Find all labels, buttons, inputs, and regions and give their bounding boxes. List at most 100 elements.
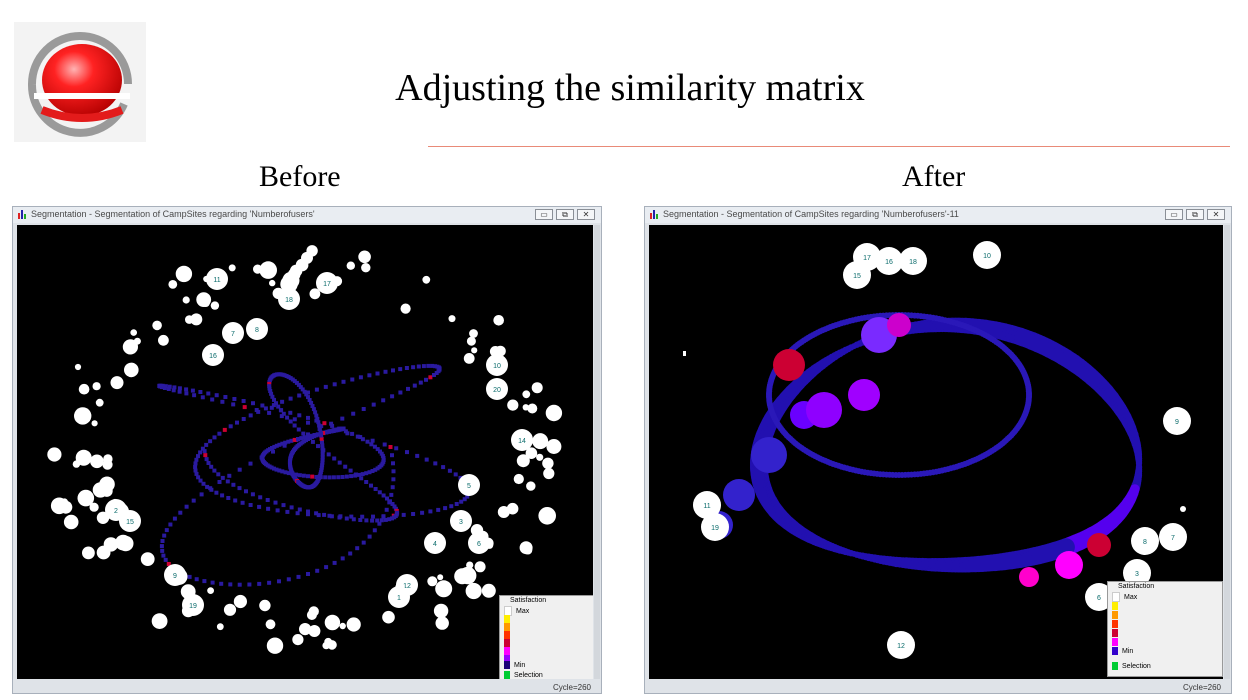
segmentation-canvas-after[interactable]: 17 16 15 18 10 9 11 19 8 7 3 6 12 Satisfaction Max M… (649, 225, 1223, 679)
labeled-node (246, 318, 268, 340)
node-blob (454, 568, 471, 585)
trail-point (161, 553, 166, 558)
node-blob (223, 603, 237, 616)
minimize-button[interactable]: ▭ (1165, 209, 1183, 220)
node-blob (495, 345, 506, 357)
legend-min-label: Min (1122, 647, 1134, 655)
trail-point (263, 406, 268, 411)
node-blob (507, 399, 519, 411)
trail-point (351, 517, 356, 522)
trail-point (319, 465, 324, 470)
node-label: 3 (459, 519, 463, 526)
node-blob (115, 534, 131, 551)
labeled-node (278, 288, 300, 310)
trail-point (364, 480, 369, 484)
trail-point (267, 381, 272, 386)
trail-point (206, 391, 211, 396)
close-button[interactable]: ✕ (1207, 209, 1225, 220)
trail-point (355, 546, 360, 551)
caption-before: Before (259, 160, 341, 193)
node-blob (124, 362, 139, 378)
trail-point (311, 407, 316, 412)
trail-point (302, 435, 307, 440)
labeled-node (1131, 527, 1159, 555)
legend-title: Satisfaction (510, 597, 547, 604)
minimize-button[interactable]: ▭ (535, 209, 553, 220)
trail-point (297, 413, 302, 418)
legend-swatch (1112, 629, 1118, 637)
maximize-button[interactable]: ⧉ (1186, 209, 1204, 220)
trail-point (435, 364, 440, 369)
trail-point (381, 514, 386, 519)
labeled-node (701, 513, 729, 541)
trail-point (424, 377, 428, 382)
trail-point (193, 465, 198, 469)
node-blob (324, 614, 341, 631)
trail-point (361, 540, 366, 545)
trail-point (288, 410, 293, 415)
vertical-scrollbar[interactable] (594, 225, 600, 679)
trail-point (426, 363, 431, 368)
trail-point (200, 446, 205, 451)
close-button[interactable]: ✕ (577, 209, 595, 220)
trail-point (292, 423, 297, 428)
trail-point (199, 492, 204, 497)
node-blob (382, 610, 395, 624)
trail-point (198, 390, 203, 394)
labeled-node (486, 354, 508, 376)
trail-point (314, 433, 319, 438)
segmentation-canvas-before[interactable]: 11 18 7 8 16 17 10 20 14 5 4 6 3 12 1 9 2 15 19 Satisfacti… (17, 225, 593, 679)
trail-point (295, 511, 300, 516)
trail-point (223, 395, 228, 399)
node-blob (327, 640, 337, 650)
legend-swatch (1112, 611, 1118, 619)
trail-point (277, 442, 282, 447)
trail-point (323, 384, 328, 389)
labeled-node (424, 532, 446, 554)
trail-point (271, 403, 276, 408)
trail-point (406, 386, 410, 391)
trail-point (228, 582, 233, 587)
trail-point (294, 380, 299, 385)
trail-point (462, 497, 467, 502)
caption-after: After (902, 160, 966, 193)
labeled-node (1085, 583, 1113, 611)
trail-point (318, 470, 323, 475)
vertical-scrollbar[interactable] (1224, 225, 1230, 679)
maximize-button[interactable]: ⧉ (556, 209, 574, 220)
node-blob (466, 336, 476, 346)
trail-point (306, 509, 310, 514)
node-blob (228, 264, 236, 272)
node-blob (95, 398, 104, 407)
legend-max-label: Max (516, 607, 530, 615)
trail-point (172, 516, 177, 521)
trail-point (193, 461, 198, 466)
trail-point (398, 367, 403, 372)
legend-swatch (504, 631, 510, 639)
labeled-node (222, 322, 244, 344)
trail-point (306, 474, 310, 479)
legend-swatch (504, 623, 510, 631)
window-titlebar: Segmentation - Segmentation of CampSites… (645, 207, 1231, 223)
node-blob (60, 498, 69, 506)
trail-point (237, 467, 242, 472)
trail-point (358, 375, 363, 380)
node-label: 11 (213, 277, 220, 284)
node-label: 11 (703, 503, 710, 510)
trail-point (160, 383, 165, 388)
trail-point (441, 465, 446, 470)
node-blob (122, 339, 138, 355)
trail-point (294, 472, 299, 477)
trail-point (283, 440, 288, 445)
node-blob (216, 623, 224, 631)
legend-swatch (504, 661, 510, 669)
trail-point (321, 448, 326, 453)
node-blob (537, 437, 546, 446)
trail-point (375, 518, 380, 523)
node-blob (292, 634, 304, 646)
trail-point (274, 443, 279, 448)
node-blob (469, 329, 478, 338)
trail-point (273, 500, 278, 505)
trail-point (168, 522, 173, 527)
trail-point (184, 391, 189, 396)
